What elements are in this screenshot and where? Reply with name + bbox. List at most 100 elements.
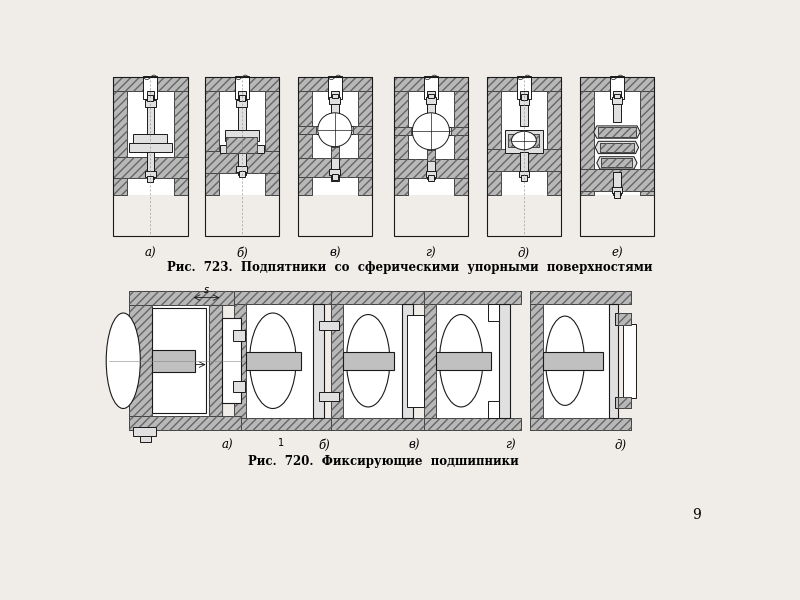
- Bar: [542, 304, 618, 418]
- Bar: [246, 352, 301, 370]
- Bar: [602, 158, 633, 167]
- Text: г): г): [426, 247, 436, 260]
- Bar: [598, 127, 635, 137]
- Bar: [146, 91, 154, 134]
- Bar: [394, 159, 468, 178]
- Bar: [640, 91, 654, 195]
- Bar: [209, 305, 222, 416]
- Polygon shape: [595, 141, 638, 154]
- Bar: [610, 76, 624, 99]
- Bar: [343, 304, 411, 418]
- Bar: [205, 77, 279, 236]
- Bar: [331, 292, 424, 304]
- Bar: [394, 127, 410, 135]
- Bar: [618, 313, 631, 325]
- Bar: [234, 304, 246, 418]
- Bar: [203, 76, 281, 238]
- Bar: [394, 77, 468, 236]
- Bar: [234, 418, 335, 430]
- Bar: [358, 91, 372, 195]
- Bar: [486, 149, 561, 170]
- Bar: [298, 91, 311, 195]
- Bar: [205, 151, 279, 173]
- Text: б): б): [236, 247, 248, 260]
- Bar: [331, 154, 338, 170]
- Text: 9: 9: [692, 508, 701, 523]
- Bar: [517, 76, 531, 99]
- Bar: [454, 91, 468, 195]
- Bar: [485, 76, 562, 238]
- Bar: [518, 170, 530, 177]
- Bar: [530, 304, 542, 418]
- Bar: [226, 137, 258, 153]
- Bar: [580, 77, 654, 236]
- Bar: [394, 77, 468, 91]
- Bar: [520, 152, 528, 172]
- Bar: [600, 143, 634, 152]
- Bar: [113, 77, 187, 91]
- Bar: [598, 127, 635, 137]
- Bar: [486, 77, 561, 91]
- Bar: [486, 91, 501, 195]
- Bar: [133, 427, 156, 436]
- Bar: [234, 292, 335, 304]
- Text: г): г): [505, 439, 515, 452]
- Bar: [427, 150, 435, 161]
- Bar: [145, 172, 156, 178]
- Ellipse shape: [346, 314, 390, 407]
- Bar: [174, 91, 187, 195]
- Bar: [205, 77, 279, 91]
- Bar: [486, 77, 561, 91]
- Bar: [331, 418, 424, 430]
- Bar: [112, 76, 189, 238]
- Bar: [246, 304, 322, 418]
- Bar: [530, 304, 542, 418]
- Bar: [580, 91, 594, 195]
- Bar: [594, 91, 640, 195]
- Bar: [499, 304, 510, 418]
- Bar: [547, 91, 561, 195]
- Bar: [520, 152, 528, 175]
- Bar: [354, 126, 372, 134]
- Bar: [602, 158, 633, 167]
- Text: а): а): [145, 247, 156, 260]
- Bar: [127, 91, 174, 195]
- Bar: [298, 77, 372, 91]
- Bar: [424, 304, 436, 418]
- Bar: [298, 77, 372, 91]
- Bar: [501, 91, 547, 195]
- Bar: [530, 418, 631, 430]
- Bar: [311, 91, 358, 195]
- Bar: [234, 418, 335, 430]
- Bar: [426, 97, 436, 104]
- Circle shape: [412, 113, 450, 150]
- Ellipse shape: [511, 131, 536, 150]
- Bar: [614, 191, 620, 197]
- Text: в): в): [408, 439, 420, 452]
- Bar: [225, 130, 259, 140]
- Bar: [129, 416, 241, 430]
- Bar: [237, 166, 247, 172]
- Bar: [129, 143, 172, 152]
- Bar: [618, 397, 631, 409]
- Bar: [331, 304, 343, 418]
- Bar: [332, 94, 338, 98]
- Bar: [319, 321, 338, 330]
- Bar: [580, 91, 594, 195]
- Bar: [580, 77, 654, 91]
- Bar: [331, 102, 338, 157]
- Bar: [402, 127, 460, 135]
- Text: Рис.  723.  Подпятники  со  сферическими  упорными  поверхностями: Рис. 723. Подпятники со сферическими упо…: [167, 260, 653, 274]
- Bar: [152, 308, 206, 413]
- Bar: [354, 126, 372, 134]
- Bar: [331, 292, 424, 304]
- Bar: [298, 126, 316, 134]
- Bar: [298, 91, 311, 195]
- Bar: [319, 392, 338, 401]
- Bar: [394, 91, 408, 195]
- Bar: [174, 91, 187, 195]
- Bar: [113, 77, 187, 91]
- Bar: [343, 352, 394, 370]
- Ellipse shape: [546, 316, 584, 406]
- Bar: [234, 292, 335, 304]
